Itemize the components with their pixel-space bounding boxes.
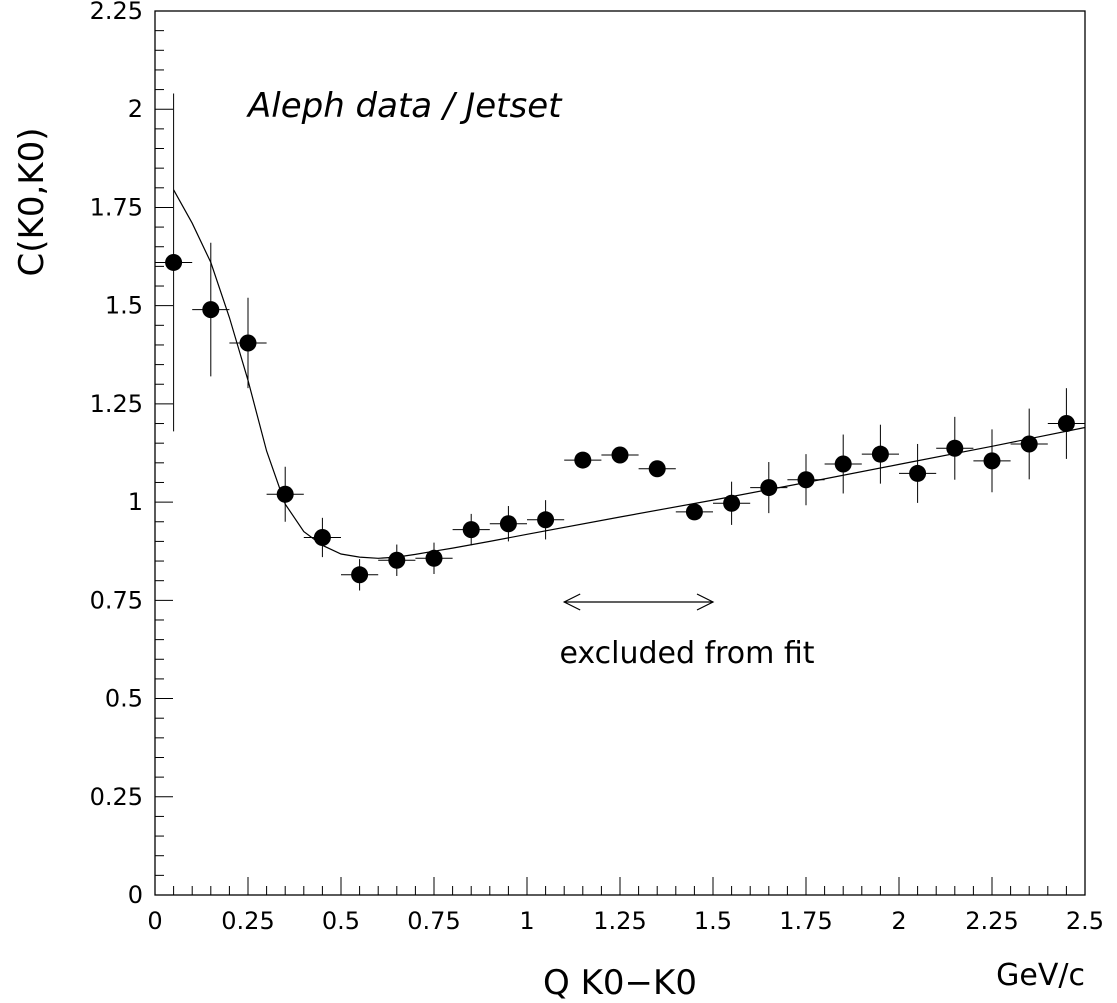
data-point — [787, 454, 825, 506]
y-tick-label: 1 — [128, 488, 143, 516]
x-tick-label: 1.25 — [593, 907, 646, 935]
x-tick-label: 1 — [519, 907, 534, 935]
data-point — [303, 517, 341, 558]
x-tick-label: 2.5 — [1066, 907, 1104, 935]
data-point — [861, 424, 899, 484]
x-tick-label: 2.25 — [965, 907, 1018, 935]
data-point — [155, 93, 193, 432]
y-tick-label: 1.5 — [105, 292, 143, 320]
x-axis-ticks — [154, 877, 1086, 895]
data-point — [341, 559, 379, 591]
data-point — [378, 544, 416, 576]
point-marker — [834, 455, 852, 473]
point-marker — [313, 528, 331, 546]
data-point — [452, 513, 490, 546]
point-marker — [723, 494, 741, 512]
point-marker — [462, 521, 480, 539]
data-point — [750, 462, 788, 514]
y-axis-label: C(K0,K0) — [12, 128, 52, 277]
y-tick-label: 0 — [128, 881, 143, 909]
point-marker — [648, 460, 666, 478]
x-tick-label: 0.25 — [221, 907, 274, 935]
y-tick-label: 0.5 — [105, 685, 143, 713]
data-point — [564, 451, 602, 469]
data-point — [266, 466, 304, 522]
point-marker — [537, 511, 555, 529]
excluded-range-arrow-left-head — [562, 593, 581, 611]
data-point — [415, 542, 453, 575]
data-point — [824, 434, 862, 494]
x-tick-label: 2 — [891, 907, 906, 935]
data-point — [601, 446, 639, 464]
point-marker — [760, 479, 778, 497]
excluded-from-fit-label: excluded from fit — [559, 636, 814, 671]
x-tick-label: 1.75 — [779, 907, 832, 935]
annotation-layer — [562, 593, 715, 611]
data-point — [899, 443, 937, 503]
point-marker — [165, 253, 183, 271]
point-marker — [499, 515, 517, 533]
x-tick-label: 0.5 — [322, 907, 360, 935]
excluded-range-arrow-right-head — [696, 593, 715, 611]
data-point — [229, 297, 267, 389]
data-point — [1010, 408, 1048, 480]
y-tick-label: 1.75 — [90, 193, 143, 221]
x-tick-label: 0 — [147, 907, 162, 935]
y-axis-ticks — [155, 10, 173, 896]
data-point — [527, 500, 565, 540]
fit-curve — [173, 189, 1086, 559]
chart-title: Aleph data / Jetset — [246, 86, 563, 126]
y-tick-label: 1.25 — [90, 390, 143, 418]
data-point — [675, 503, 713, 521]
data-point — [973, 429, 1011, 493]
data-points-layer — [155, 93, 1085, 591]
data-point — [638, 460, 676, 478]
point-marker — [871, 445, 889, 463]
point-marker — [388, 551, 406, 569]
y-axis-tick-labels: 0 0.25 0.5 0.75 1 1.25 1.5 1.75 2 2.25 — [90, 0, 143, 909]
y-tick-label: 0.25 — [90, 783, 143, 811]
point-marker — [946, 439, 964, 457]
data-point — [1047, 388, 1085, 459]
point-marker — [574, 451, 592, 469]
data-point — [936, 416, 974, 480]
data-point — [489, 506, 527, 542]
x-axis-unit-label: GeV/c — [996, 958, 1085, 993]
y-tick-label: 2.25 — [90, 0, 143, 25]
x-axis-label: Q K0−K0 — [543, 963, 697, 1003]
point-marker — [983, 452, 1001, 470]
x-tick-label: 1.5 — [694, 907, 732, 935]
point-marker — [909, 464, 927, 482]
point-marker — [685, 503, 703, 521]
point-marker — [351, 566, 369, 584]
y-tick-label: 2 — [128, 95, 143, 123]
point-marker — [276, 485, 294, 503]
data-point — [192, 242, 230, 377]
x-tick-label: 0.75 — [407, 907, 460, 935]
x-axis-tick-labels: 0 0.25 0.5 0.75 1 1.25 1.5 1.75 2 2.25 2.5 — [147, 907, 1104, 935]
data-point — [713, 481, 751, 525]
point-marker — [239, 334, 257, 352]
point-marker — [1057, 415, 1075, 433]
point-marker — [611, 446, 629, 464]
fit-curve-layer — [173, 189, 1086, 559]
y-tick-label: 0.75 — [90, 586, 143, 614]
point-marker — [202, 301, 220, 319]
point-marker — [1020, 435, 1038, 453]
point-marker — [797, 471, 815, 489]
point-marker — [425, 549, 443, 567]
